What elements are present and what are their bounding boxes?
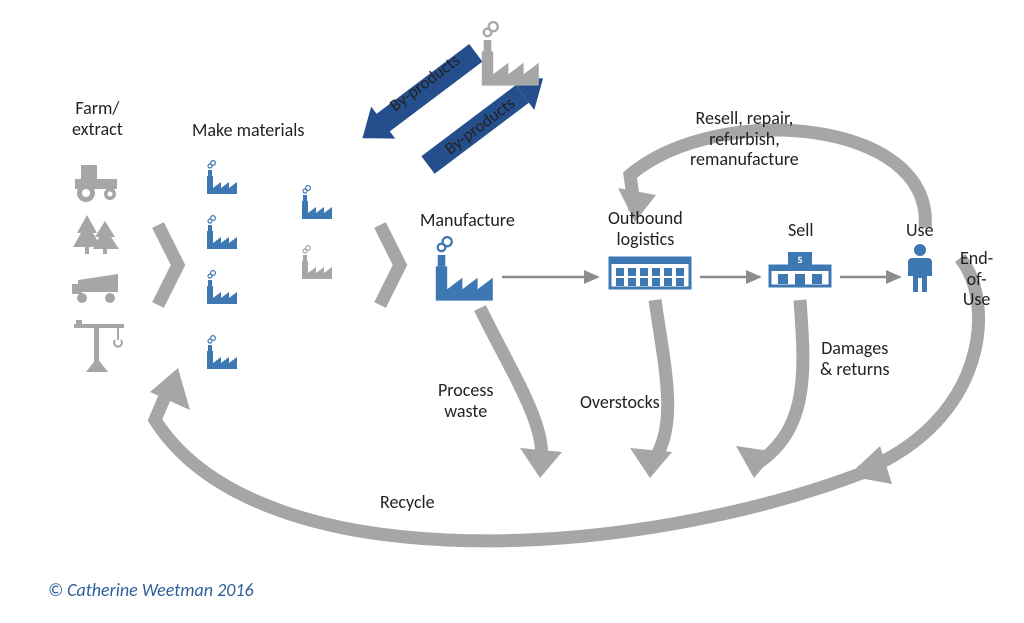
overstocks-label: Overstocks [580,392,660,413]
supply-chain-diagram: By-products By-products [0,0,1024,623]
byproducts-arrows: By-products By-products [350,37,555,181]
stage-label-farm-extract: Farm/ extract [72,98,123,139]
person-icon [908,244,932,292]
resell-label: Resell, repair, refurbish, remanufacture [690,108,799,170]
stage-label-manufacture: Manufacture [420,210,515,231]
credit-text: © Catherine Weetman 2016 [48,579,254,601]
stage-label-use: Use [906,220,934,241]
trees-icon [73,215,119,254]
store-icon: S [770,252,830,286]
curved-flows [155,130,979,541]
dump-truck-icon [72,274,118,303]
tractor-icon [75,165,117,202]
stage-label-make-materials: Make materials [192,120,304,141]
external-factory-icon [482,22,539,85]
crane-icon [74,320,124,372]
recycle-label: Recycle [380,492,435,513]
end-of-use-label: End- of- Use [960,248,993,310]
warehouse-icon [610,258,690,288]
manufacture-icon [436,237,493,300]
stage-label-outbound: Outbound logistics [608,208,683,249]
chevron-arrows [158,225,400,305]
byproducts-label-2: By-products [440,92,519,159]
damages-label: Damages & returns [820,338,890,379]
stage-label-sell: Sell [788,220,814,241]
farm-extract-icons [72,165,124,372]
make-materials-icons [207,161,332,369]
process-waste-label: Process waste [438,380,493,421]
svg-text:S: S [798,253,803,266]
